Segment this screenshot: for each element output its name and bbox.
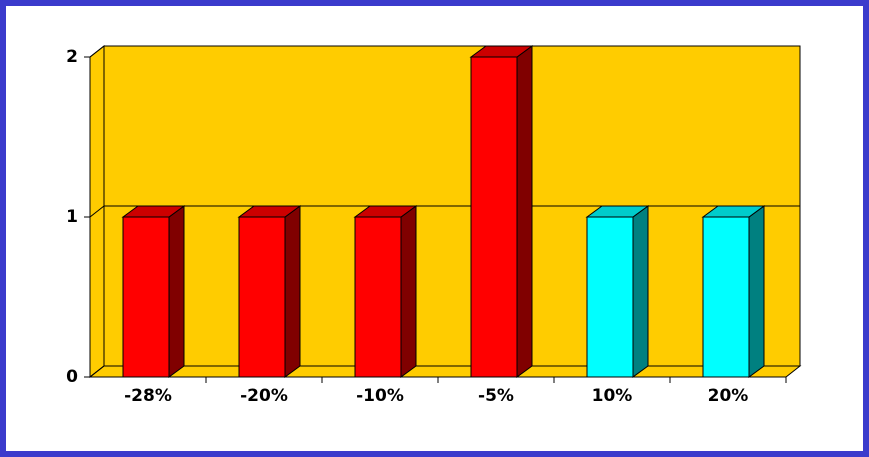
x-tick-label: 10%: [592, 386, 633, 406]
bar-top-shade: [239, 206, 300, 217]
bar-side: [284, 205, 301, 378]
x-tick-label: -5%: [478, 386, 514, 406]
x-tick-label: -20%: [240, 386, 288, 406]
bar-side: [516, 45, 533, 378]
bar-top-shade: [123, 206, 184, 217]
bar: [238, 216, 286, 378]
bar: [122, 216, 170, 378]
bar-top-shade: [703, 206, 764, 217]
grid-line: [89, 205, 105, 218]
x-tick-label: -10%: [356, 386, 404, 406]
grid-line: [89, 45, 105, 58]
y-tick-label: 1: [66, 207, 78, 227]
x-tick-label: -28%: [124, 386, 172, 406]
bar-top-shade: [587, 206, 648, 217]
bar-side: [748, 205, 765, 378]
bar-side: [632, 205, 649, 378]
y-tick-label: 0: [66, 367, 78, 387]
bar-top-shade: [355, 206, 416, 217]
grid-line: [89, 365, 105, 378]
floor: [88, 365, 802, 378]
bar: [702, 216, 750, 378]
bar-side: [168, 205, 185, 378]
bar-side: [400, 205, 417, 378]
x-tick-label: 20%: [708, 386, 749, 406]
bar: [354, 216, 402, 378]
bar: [470, 56, 518, 378]
bar: [586, 216, 634, 378]
y-tick-label: 2: [66, 47, 78, 67]
bar-top-shade: [471, 46, 532, 57]
